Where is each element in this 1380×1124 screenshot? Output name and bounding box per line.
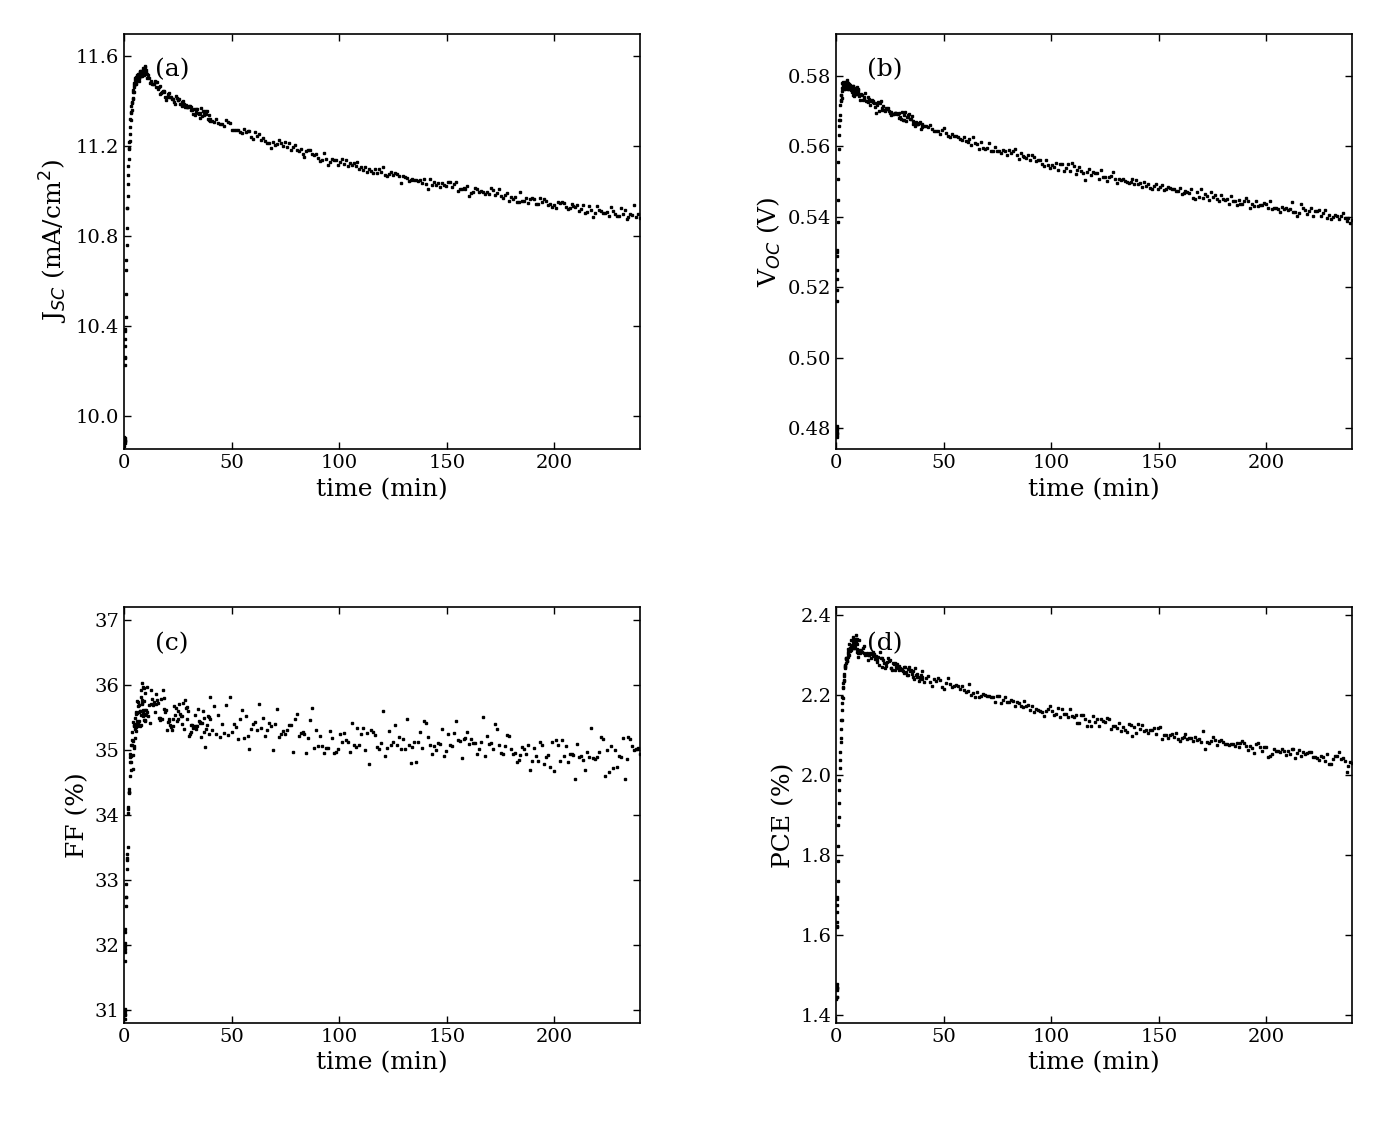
Text: (c): (c) (155, 632, 189, 655)
Text: (a): (a) (155, 58, 189, 82)
Y-axis label: FF (%): FF (%) (66, 772, 88, 858)
Y-axis label: J$_{SC}$ (mA/cm$^2$): J$_{SC}$ (mA/cm$^2$) (39, 160, 70, 324)
X-axis label: time (min): time (min) (316, 1051, 448, 1075)
X-axis label: time (min): time (min) (1028, 1051, 1161, 1075)
X-axis label: time (min): time (min) (316, 478, 448, 500)
Y-axis label: V$_{OC}$ (V): V$_{OC}$ (V) (755, 197, 782, 287)
Text: (d): (d) (867, 632, 903, 655)
Y-axis label: PCE (%): PCE (%) (771, 762, 795, 868)
Text: (b): (b) (867, 58, 903, 82)
X-axis label: time (min): time (min) (1028, 478, 1161, 500)
